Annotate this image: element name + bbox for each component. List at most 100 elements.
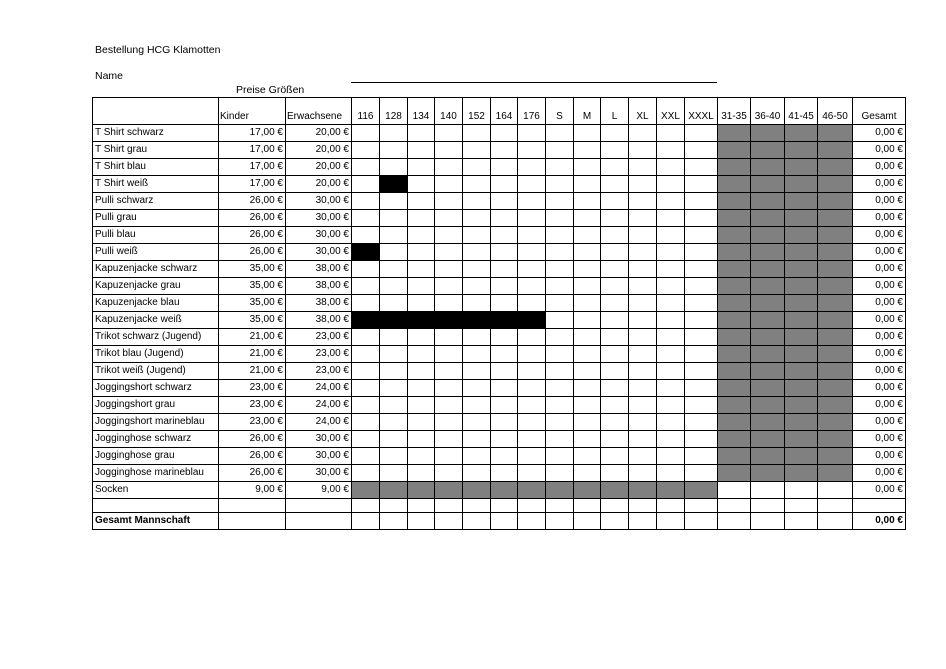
qty-cell-XL[interactable]	[628, 124, 657, 142]
qty-cell-L[interactable]	[600, 226, 629, 244]
qty-cell-116[interactable]	[351, 413, 380, 431]
empty-cell[interactable]	[218, 498, 286, 513]
empty-cell[interactable]	[684, 498, 718, 513]
qty-cell-140[interactable]	[434, 277, 463, 295]
qty-cell-128[interactable]	[379, 226, 408, 244]
qty-cell-116[interactable]	[351, 277, 380, 295]
qty-cell-XL[interactable]	[628, 311, 657, 329]
qty-cell-140[interactable]	[434, 294, 463, 312]
qty-cell-L[interactable]	[600, 396, 629, 414]
qty-cell-XXXL[interactable]	[684, 362, 718, 380]
qty-cell-128[interactable]	[379, 243, 408, 261]
qty-cell-XXXL[interactable]	[684, 430, 718, 448]
qty-cell-164[interactable]	[490, 226, 518, 244]
qty-cell-116[interactable]	[351, 192, 380, 210]
qty-cell-XXL[interactable]	[656, 175, 685, 193]
qty-cell-128[interactable]	[379, 209, 408, 227]
qty-cell-128[interactable]	[379, 158, 408, 176]
qty-cell-140[interactable]	[434, 175, 463, 193]
qty-cell-XL[interactable]	[628, 141, 657, 159]
qty-cell-176[interactable]	[517, 141, 546, 159]
qty-cell-128[interactable]	[379, 447, 408, 465]
qty-cell-XXL[interactable]	[656, 226, 685, 244]
qty-cell-134[interactable]	[407, 464, 435, 482]
qty-cell-XXXL[interactable]	[684, 311, 718, 329]
qty-cell-140[interactable]	[434, 345, 463, 363]
qty-cell-128[interactable]	[379, 396, 408, 414]
empty-cell[interactable]	[351, 498, 380, 513]
qty-cell-XL[interactable]	[628, 362, 657, 380]
qty-cell-140[interactable]	[434, 226, 463, 244]
qty-cell-XL[interactable]	[628, 413, 657, 431]
empty-cell[interactable]	[379, 498, 408, 513]
qty-cell-128[interactable]	[379, 260, 408, 278]
qty-cell-134[interactable]	[407, 277, 435, 295]
qty-cell-XXL[interactable]	[656, 294, 685, 312]
name-input-line[interactable]	[351, 82, 717, 83]
qty-cell-L[interactable]	[600, 260, 629, 278]
qty-cell-134[interactable]	[407, 396, 435, 414]
qty-cell-176[interactable]	[517, 209, 546, 227]
qty-cell-XL[interactable]	[628, 158, 657, 176]
qty-cell-128[interactable]	[379, 464, 408, 482]
qty-cell-XL[interactable]	[628, 260, 657, 278]
qty-cell-XXL[interactable]	[656, 260, 685, 278]
qty-cell-134[interactable]	[407, 226, 435, 244]
qty-cell-M[interactable]	[573, 260, 601, 278]
qty-cell-S[interactable]	[545, 158, 574, 176]
qty-cell-134[interactable]	[407, 447, 435, 465]
qty-cell-M[interactable]	[573, 192, 601, 210]
qty-cell-128[interactable]	[379, 141, 408, 159]
qty-cell-164[interactable]	[490, 379, 518, 397]
qty-cell-XXXL[interactable]	[684, 379, 718, 397]
qty-cell-XXXL[interactable]	[684, 192, 718, 210]
qty-cell-134[interactable]	[407, 243, 435, 261]
qty-cell-XXXL[interactable]	[684, 413, 718, 431]
qty-cell-134[interactable]	[407, 158, 435, 176]
qty-cell-164[interactable]	[490, 243, 518, 261]
empty-cell[interactable]	[784, 498, 818, 513]
qty-cell-176[interactable]	[517, 260, 546, 278]
qty-cell-S[interactable]	[545, 311, 574, 329]
qty-cell-176[interactable]	[517, 345, 546, 363]
qty-cell-116[interactable]	[351, 226, 380, 244]
qty-cell-176[interactable]	[517, 226, 546, 244]
qty-cell-134[interactable]	[407, 141, 435, 159]
qty-cell-140[interactable]	[434, 124, 463, 142]
qty-cell-152[interactable]	[462, 158, 491, 176]
qty-cell-M[interactable]	[573, 464, 601, 482]
qty-cell-134[interactable]	[407, 328, 435, 346]
qty-cell-140[interactable]	[434, 141, 463, 159]
qty-cell-134[interactable]	[407, 209, 435, 227]
qty-cell-M[interactable]	[573, 362, 601, 380]
qty-cell-116[interactable]	[351, 141, 380, 159]
qty-cell-XXL[interactable]	[656, 158, 685, 176]
qty-cell-S[interactable]	[545, 226, 574, 244]
qty-cell-31-35[interactable]	[717, 481, 751, 499]
qty-cell-164[interactable]	[490, 192, 518, 210]
empty-cell[interactable]	[462, 498, 491, 513]
qty-cell-116[interactable]	[351, 362, 380, 380]
qty-cell-L[interactable]	[600, 158, 629, 176]
empty-cell[interactable]	[434, 498, 463, 513]
empty-cell[interactable]	[656, 498, 685, 513]
qty-cell-XXL[interactable]	[656, 430, 685, 448]
qty-cell-XXL[interactable]	[656, 464, 685, 482]
qty-cell-S[interactable]	[545, 175, 574, 193]
qty-cell-XL[interactable]	[628, 345, 657, 363]
qty-cell-134[interactable]	[407, 379, 435, 397]
qty-cell-XXXL[interactable]	[684, 345, 718, 363]
qty-cell-L[interactable]	[600, 209, 629, 227]
qty-cell-XXXL[interactable]	[684, 226, 718, 244]
qty-cell-140[interactable]	[434, 464, 463, 482]
qty-cell-152[interactable]	[462, 277, 491, 295]
qty-cell-M[interactable]	[573, 141, 601, 159]
qty-cell-176[interactable]	[517, 447, 546, 465]
qty-cell-176[interactable]	[517, 243, 546, 261]
qty-cell-176[interactable]	[517, 362, 546, 380]
qty-cell-140[interactable]	[434, 192, 463, 210]
qty-cell-S[interactable]	[545, 277, 574, 295]
qty-cell-M[interactable]	[573, 294, 601, 312]
qty-cell-116[interactable]	[351, 158, 380, 176]
empty-cell[interactable]	[717, 498, 751, 513]
